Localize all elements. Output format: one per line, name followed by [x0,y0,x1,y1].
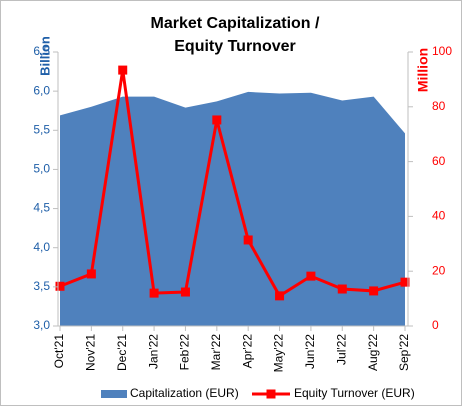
x-tick-label: Aug'22 [366,334,380,371]
y-tick-label: 3,5 [33,279,50,293]
x-tick-label: Dec'21 [115,334,129,371]
marker [275,291,285,301]
marker [212,115,222,125]
marker [369,286,379,296]
x-tick-label: Mar'22 [209,334,223,371]
marker [180,287,190,297]
marker [149,288,159,298]
marker [86,269,96,279]
y-tick-label: 4,5 [33,201,50,215]
x-tick-label: Sep'22 [397,334,411,371]
legend-label: Equity Turnover (EUR) [294,386,415,400]
x-tick-label: Feb'22 [178,334,192,371]
marker [337,284,347,294]
legend-swatch [101,390,127,398]
x-tick-label: Oct'21 [52,334,66,369]
x-tick-label: Nov'21 [84,334,98,371]
y-tick-label: 5,5 [33,122,50,136]
marker [400,277,410,287]
y2-axis-title: Million [415,48,431,92]
chart-title: Market Capitalization / [151,15,320,32]
y-tick-label: 6,5 [33,44,50,58]
area [60,91,405,326]
y2-tick-label: 80 [432,99,446,113]
x-tick-label: May'22 [272,334,286,373]
x-tick-label: Jun'22 [303,334,317,369]
line [59,69,406,298]
x-tick-label: Jan'22 [146,334,160,369]
marker [243,235,253,245]
y-tick-label: 4,0 [33,240,50,254]
x-tick-label: Jul'22 [334,334,348,365]
y-tick-label: 6,0 [33,83,50,97]
marker [55,281,65,291]
y2-tick-label: 20 [432,263,446,277]
y2-tick-label: 60 [432,154,446,168]
y2-tick-label: 100 [432,44,452,58]
y-axis-title: Billion [37,36,52,76]
y-tick-label: 5,0 [33,162,50,176]
legend-label: Capitalization (EUR) [130,386,239,400]
chart-title: Equity Turnover [174,38,296,55]
legend-swatch [266,389,276,399]
x-tick-label: Apr'22 [240,334,254,369]
marker [306,271,316,281]
y-tick-label: 3,0 [33,318,50,332]
marker [118,65,128,75]
y2-tick-label: 40 [432,209,446,223]
y2-tick-label: 0 [432,318,439,332]
